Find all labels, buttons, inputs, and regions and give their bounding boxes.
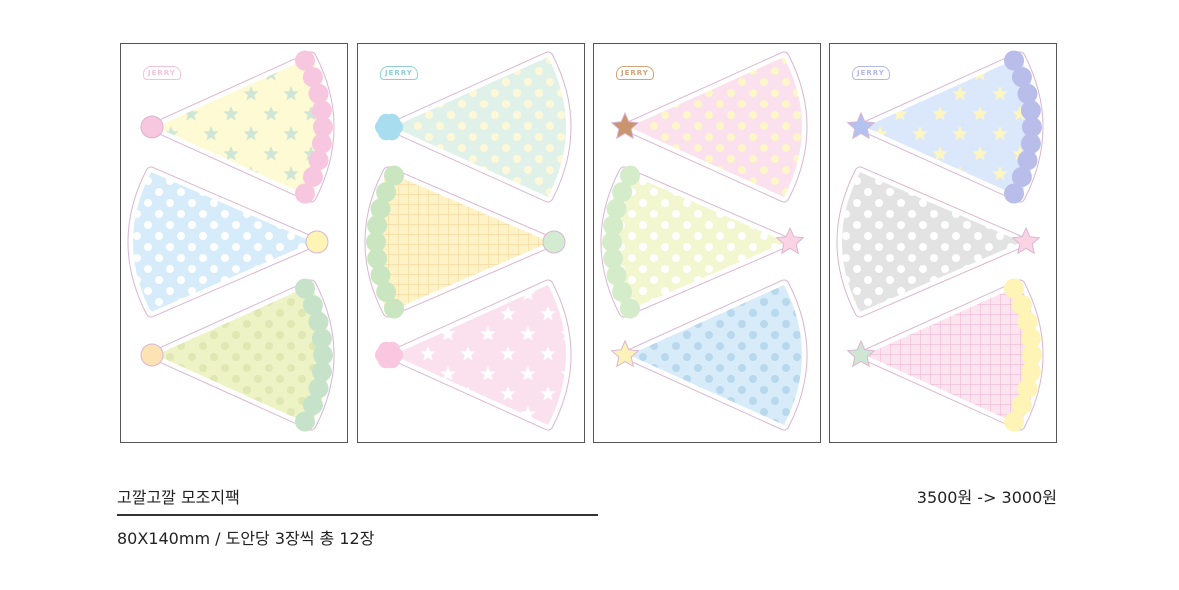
party-hat-sticker (836, 166, 1041, 318)
party-hat-sticker (610, 279, 808, 431)
star-topper (610, 339, 640, 368)
party-hat-sticker (375, 279, 572, 431)
brand-logo: JERRY (143, 66, 181, 80)
memo-pad-design: JERRY (829, 43, 1057, 443)
pom-topper (140, 343, 164, 367)
party-hat-sticker (364, 165, 566, 319)
product-spec: 80X140mm / 도안당 3장씩 총 12장 (117, 529, 375, 548)
party-hat-sticker (140, 50, 335, 204)
memo-pad-design: JERRY (357, 43, 585, 443)
pom-topper (305, 230, 329, 254)
product-price: 3500원 -> 3000원 (916, 488, 1057, 507)
pom-topper (542, 230, 566, 254)
star-topper (1011, 226, 1041, 255)
brand-logo: JERRY (380, 66, 418, 80)
party-hat-sticker (140, 278, 335, 432)
star-topper (846, 339, 876, 368)
star-topper (846, 111, 876, 140)
party-hat-sticker (375, 51, 572, 203)
star-topper (775, 226, 805, 255)
star-topper (610, 111, 640, 140)
party-hat-sticker (846, 278, 1044, 432)
memo-pad-design: JERRY (120, 43, 348, 443)
party-hat-sticker (610, 51, 808, 203)
brand-logo: JERRY (616, 66, 654, 80)
brand-logo: JERRY (852, 66, 890, 80)
product-title: 고깔고깔 모조지팩 (117, 488, 240, 507)
party-hat-sticker (127, 166, 329, 318)
pom-topper (140, 115, 164, 139)
memo-pad-design: JERRY (593, 43, 821, 443)
divider (117, 514, 598, 516)
party-hat-sticker (600, 165, 805, 319)
party-hat-sticker (846, 50, 1044, 204)
